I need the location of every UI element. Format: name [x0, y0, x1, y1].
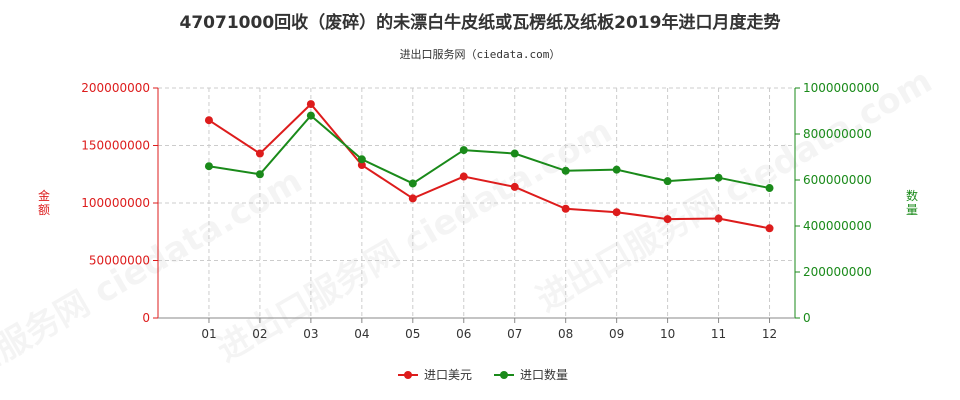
series-1-point-10 — [663, 215, 672, 224]
chart-title: 47071000回收（废碎）的未漂白牛皮纸或瓦楞纸及纸板2019年进口月度走势 — [179, 13, 781, 33]
left-axis-tick-label: 50000000 — [89, 254, 150, 268]
axes-layer: 0500000001000000001500000002000000000200… — [38, 81, 918, 341]
right-axis-title: 数量 — [906, 188, 918, 217]
legend-label: 进口数量 — [520, 367, 568, 382]
legend-swatch-marker — [404, 371, 412, 379]
series-2-point-11 — [714, 173, 723, 182]
x-axis-tick-label: 03 — [303, 327, 318, 341]
chart-subtitle: 进出口服务网（ciedata.com） — [399, 48, 561, 61]
series-1-point-03 — [306, 100, 315, 109]
legend-label: 进口美元 — [424, 368, 472, 382]
series-line-2 — [208, 114, 770, 190]
x-axis-tick-label: 05 — [405, 327, 420, 341]
series-2-point-09 — [612, 165, 621, 174]
series-2-point-02 — [255, 170, 264, 179]
x-axis-tick-label: 06 — [456, 327, 471, 341]
series-2-point-12 — [765, 184, 774, 193]
right-axis-tick-label: 1000000000 — [803, 81, 879, 95]
watermark-text: 进出口服务网 ciedata.com — [530, 61, 939, 320]
series-1-point-06 — [459, 172, 468, 181]
series-2-point-10 — [663, 177, 672, 186]
series-2-point-06 — [459, 146, 468, 155]
series-1-point-01 — [204, 116, 213, 125]
series-2-point-04 — [357, 155, 366, 164]
x-axis-tick-label: 11 — [711, 327, 726, 341]
grid-layer — [158, 87, 795, 318]
series-1-point-07 — [510, 182, 519, 191]
right-axis-tick-label: 800000000 — [803, 127, 872, 141]
left-axis-tick-label: 200000000 — [81, 81, 150, 95]
x-axis-tick-label: 04 — [354, 327, 369, 341]
series-2-point-07 — [510, 149, 519, 158]
x-axis-tick-label: 01 — [201, 327, 216, 341]
right-axis-tick-label: 200000000 — [803, 265, 872, 279]
left-axis-title: 金额 — [38, 188, 50, 217]
right-axis-tick-label: 600000000 — [803, 173, 872, 187]
series-2-point-03 — [306, 111, 315, 120]
x-axis-tick-label: 02 — [252, 327, 267, 341]
left-axis-tick-label: 150000000 — [81, 139, 150, 153]
right-axis-tick-label: 0 — [803, 311, 811, 325]
x-axis-tick-label: 10 — [660, 327, 675, 341]
series-2-point-08 — [561, 166, 570, 175]
series-1-point-12 — [765, 224, 774, 233]
series-1-point-05 — [408, 194, 417, 203]
series-1-point-08 — [561, 204, 570, 213]
x-axis-tick-label: 08 — [558, 327, 573, 341]
series-1-point-11 — [714, 214, 723, 223]
left-axis-tick-label: 0 — [142, 311, 150, 325]
right-axis-tick-label: 400000000 — [803, 219, 872, 233]
left-axis-tick-label: 100000000 — [81, 196, 150, 210]
x-axis-tick-label: 07 — [507, 327, 522, 341]
series-1-point-09 — [612, 208, 621, 217]
x-axis-tick-label: 09 — [609, 327, 624, 341]
legend-layer: 进口美元 进口数量 — [398, 367, 568, 382]
series-2-point-01 — [204, 162, 213, 171]
series-layer — [204, 100, 774, 233]
legend-swatch-marker — [500, 371, 508, 379]
series-line-1 — [208, 102, 770, 230]
series-1-point-04 — [357, 161, 366, 170]
series-2-point-05 — [408, 179, 417, 188]
series-1-point-02 — [255, 149, 264, 158]
x-axis-tick-label: 12 — [762, 327, 777, 341]
